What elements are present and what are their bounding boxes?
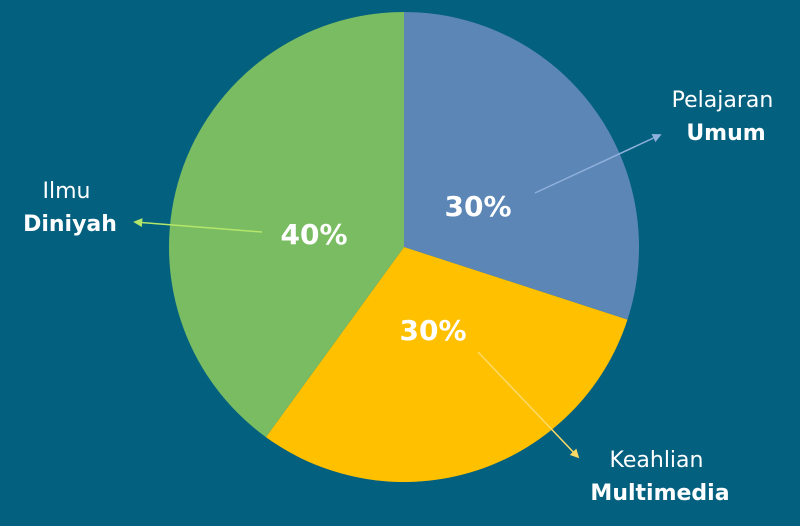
value-label: 30% [399, 314, 466, 347]
value-label: 40% [280, 218, 347, 251]
category-line-bold: Umum [686, 121, 765, 146]
category-label: Keahlian Multimedia [590, 448, 729, 506]
pie-slice [404, 12, 639, 320]
leader-arrow [534, 133, 662, 194]
category-line: Pelajaran [672, 88, 781, 113]
pie-slice [169, 12, 404, 438]
category-line: Ilmu [43, 179, 98, 204]
leader-arrow [133, 218, 263, 233]
value-label: 30% [444, 190, 511, 223]
category-line-bold: Multimedia [590, 481, 729, 506]
category-line-bold: Diniyah [23, 212, 117, 237]
category-label: Ilmu Diniyah [23, 179, 117, 237]
leader-arrow [477, 351, 580, 459]
pie-slice [265, 247, 628, 482]
category-line: Keahlian [610, 448, 711, 473]
category-label: Pelajaran Umum [672, 88, 781, 146]
